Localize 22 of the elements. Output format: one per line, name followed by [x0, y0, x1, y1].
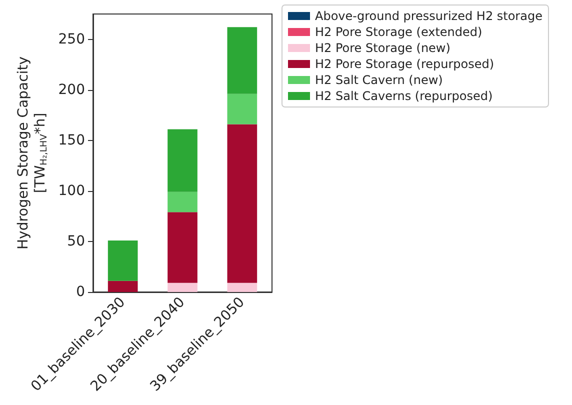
bar: [168, 129, 198, 192]
y-tick-label: 250: [58, 31, 85, 48]
legend-label: H2 Pore Storage (extended): [315, 25, 482, 39]
bar: [227, 27, 258, 94]
y-tick-label: 200: [58, 82, 85, 98]
legend-label: H2 Salt Cavern (new): [315, 73, 443, 87]
bar: [168, 192, 198, 212]
bar: [108, 240, 138, 281]
bar: [227, 282, 258, 292]
legend-label: H2 Pore Storage (new): [315, 41, 450, 55]
y-tick-label: 100: [58, 182, 85, 199]
legend-label: Above-ground pressurized H2 storage: [315, 9, 542, 23]
legend-label: H2 Salt Caverns (repurposed): [315, 89, 493, 103]
bar: [227, 124, 258, 283]
bar: [227, 94, 258, 124]
y-tick-label: 150: [58, 132, 85, 148]
legend-label: H2 Pore Storage (repurposed): [315, 57, 494, 71]
bar: [168, 212, 198, 283]
bar: [108, 280, 138, 292]
y-tick-label: 0: [76, 284, 85, 300]
bar: [168, 282, 198, 292]
y-tick-label: 50: [67, 233, 85, 250]
